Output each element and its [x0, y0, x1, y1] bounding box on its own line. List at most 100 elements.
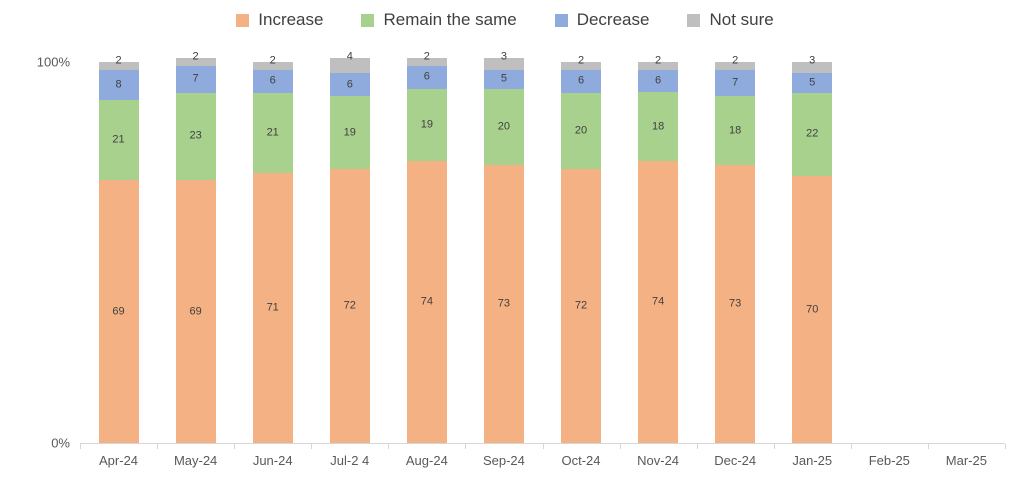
bar-segment-not-sure: 3: [792, 55, 833, 74]
data-label: 72: [574, 299, 588, 312]
stacked-bar: 74 18 6 2: [638, 55, 679, 443]
x-axis-tick: [311, 444, 313, 449]
bar-segment-decrease: 5: [483, 69, 524, 89]
x-axis-tick: [80, 444, 81, 449]
category-slot-aug-24: 74 19 6 2: [388, 51, 465, 443]
x-axis-tick: [157, 444, 159, 449]
data-label: 3: [809, 54, 816, 67]
bar-segment-increase: 74: [406, 161, 447, 443]
bar-segment-remain-the-same: 18: [715, 96, 756, 165]
data-label: 6: [577, 74, 585, 87]
bar-segment-decrease: 6: [252, 69, 293, 93]
bar-segment-decrease: 6: [406, 65, 447, 89]
category-slot-jan-25: 70 22 5 3: [774, 55, 851, 443]
data-label: 71: [266, 301, 279, 314]
chart-legend: Increase Remain the same Decrease Not sure: [0, 10, 1010, 30]
legend-item-increase: Increase: [236, 10, 323, 30]
x-axis-label-mar-25: Mar-25: [945, 453, 987, 468]
x-axis-tick: [619, 444, 621, 449]
legend-label: Remain the same: [383, 10, 517, 29]
legend-swatch-icon: [554, 13, 568, 27]
data-label: 2: [655, 54, 662, 67]
data-label: 22: [806, 127, 819, 140]
x-axis-label-feb-25: Feb-25: [868, 453, 910, 468]
category-slot-jun-24: 71 21 6 2: [234, 55, 311, 443]
category-slot-may-24: 69 23 7 2: [157, 51, 234, 443]
x-axis-label-apr-24: Apr-24: [99, 453, 139, 468]
bar-segment-remain-the-same: 21: [98, 100, 139, 181]
bar-segment-decrease: 5: [792, 73, 833, 93]
x-axis-line: [80, 443, 1006, 449]
data-label: 18: [729, 124, 742, 137]
x-axis-tick: [927, 444, 929, 449]
x-axis-tick: [234, 444, 236, 449]
x-axis-label-nov-24: Nov-24: [637, 453, 680, 468]
stacked-bar: 73 18 7 2: [715, 55, 756, 443]
bar-segment-increase: 74: [638, 161, 679, 443]
legend-label: Decrease: [576, 10, 650, 29]
data-label: 5: [809, 76, 816, 89]
x-axis-label-jan-25: Jan-25: [792, 453, 833, 468]
bar-segment-remain-the-same: 21: [252, 92, 293, 173]
data-label: 2: [577, 54, 585, 67]
data-label: 6: [655, 74, 662, 87]
x-axis-label-oct-24: Oct-24: [561, 453, 601, 468]
bar-segment-not-sure: 2: [638, 55, 679, 70]
data-label: 7: [732, 76, 739, 89]
bar-segment-not-sure: 2: [715, 55, 756, 70]
data-label: 21: [112, 133, 125, 146]
bar-segment-increase: 70: [792, 176, 833, 443]
data-label: 6: [346, 78, 353, 91]
bar-segment-decrease: 6: [638, 69, 679, 93]
category-slot-oct-24: 72 20 6 2: [542, 55, 619, 443]
stacked-bar: 74 19 6 2: [406, 51, 447, 443]
data-label: 74: [651, 295, 665, 308]
bar-segment-remain-the-same: 20: [561, 92, 601, 169]
category-slot-jul-2-4: 72 19 6 4: [311, 51, 388, 443]
bar-segment-not-sure: 2: [98, 55, 139, 70]
legend-swatch-icon: [361, 13, 375, 27]
data-label: 19: [420, 118, 433, 131]
data-label: 20: [497, 120, 511, 133]
bar-segment-decrease: 8: [98, 69, 139, 101]
bar-segment-increase: 72: [561, 168, 601, 443]
bar-segment-increase: 73: [715, 164, 756, 443]
legend-item-not-sure: Not sure: [687, 10, 774, 30]
data-label: 69: [112, 305, 125, 318]
x-axis-tick: [773, 444, 775, 449]
x-axis-label-aug-24: Aug-24: [405, 453, 448, 468]
data-label: 6: [423, 70, 430, 83]
category-slot-feb-25: [851, 62, 928, 443]
bar-segment-increase: 71: [252, 172, 293, 443]
legend-swatch-icon: [236, 13, 250, 27]
data-label: 3: [500, 50, 507, 63]
bar-segment-increase: 69: [175, 180, 216, 443]
bar-segment-not-sure: 2: [561, 55, 601, 70]
x-axis-tick: [1005, 444, 1006, 449]
data-label: 23: [189, 129, 202, 142]
data-label: 18: [651, 120, 665, 133]
x-axis-tick: [696, 444, 698, 449]
data-label: 73: [729, 297, 742, 310]
bar-segment-remain-the-same: 23: [175, 92, 216, 181]
data-label: 73: [497, 297, 511, 310]
bar-segment-increase: 69: [98, 180, 139, 443]
x-axis-tick: [850, 444, 852, 449]
stacked-bar: 70 22 5 3: [792, 55, 833, 443]
data-label: 20: [574, 124, 588, 137]
legend-label: Not sure: [709, 10, 774, 29]
bar-segment-decrease: 6: [561, 69, 601, 93]
data-label: 2: [423, 50, 430, 63]
legend-item-decrease: Decrease: [554, 10, 650, 30]
stacked-bar: 72 19 6 4: [329, 51, 370, 443]
bar-segment-not-sure: 3: [483, 51, 524, 70]
stacked-bar: 69 21 8 2: [98, 55, 139, 443]
bar-segment-not-sure: 2: [175, 51, 216, 66]
bar-segment-increase: 73: [483, 164, 524, 443]
bar-segment-remain-the-same: 22: [792, 92, 833, 177]
data-label: 70: [806, 303, 819, 316]
data-label: 69: [189, 305, 202, 318]
x-axis-label-dec-24: Dec-24: [714, 453, 757, 468]
data-label: 6: [269, 74, 276, 87]
